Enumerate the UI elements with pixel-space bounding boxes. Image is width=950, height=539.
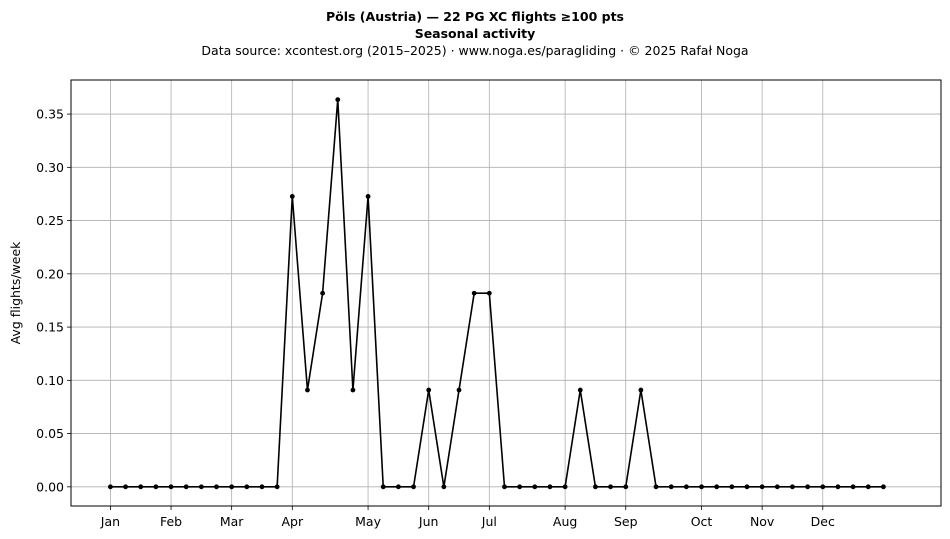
data-point xyxy=(805,484,811,490)
y-tick-label: 0.00 xyxy=(36,479,64,494)
data-point xyxy=(335,97,341,102)
plot-frame xyxy=(70,79,942,507)
data-point xyxy=(411,484,416,490)
chart-title: Pöls (Austria) — 22 PG XC flights ≥100 p… xyxy=(325,9,624,24)
x-tick-label: Aug xyxy=(553,514,577,529)
data-point xyxy=(183,484,189,490)
y-tick-label: 0.30 xyxy=(36,160,64,175)
y-tick-label: 0.35 xyxy=(36,107,64,122)
data-point xyxy=(198,484,204,490)
data-point xyxy=(229,484,235,490)
data-point xyxy=(653,484,659,490)
data-point xyxy=(456,387,462,393)
x-tick-label: Nov xyxy=(750,514,775,529)
data-point xyxy=(577,387,583,393)
data-point xyxy=(274,484,280,490)
data-point xyxy=(320,290,326,296)
data-point xyxy=(865,484,871,490)
chart-source-note: Data source: xcontest.org (2015–2025) · … xyxy=(201,43,749,58)
x-tick-label: Jul xyxy=(481,514,497,529)
x-tick-label: Apr xyxy=(281,514,303,529)
x-tick-label: Oct xyxy=(691,514,713,529)
data-point xyxy=(729,484,735,490)
x-tick-label: Dec xyxy=(811,514,835,529)
data-point xyxy=(441,484,447,490)
data-point xyxy=(471,290,477,296)
series-line xyxy=(110,98,884,488)
data-point xyxy=(289,194,295,199)
data-point xyxy=(759,484,765,490)
data-point xyxy=(426,387,432,393)
data-point xyxy=(153,484,159,490)
axes: Jan Feb Mar Apr May Jun Jul Aug Sep Oct Nov Dec 0.00… xyxy=(36,107,835,529)
data-point xyxy=(881,484,886,490)
x-tick-label: May xyxy=(355,514,381,529)
data-point xyxy=(395,484,401,490)
x-tick-label: Sep xyxy=(614,514,638,529)
data-point xyxy=(820,484,826,490)
x-tick-label: Jan xyxy=(100,514,120,529)
data-point xyxy=(532,484,538,490)
data-point xyxy=(790,484,795,490)
data-point xyxy=(259,484,265,490)
data-point xyxy=(835,484,841,490)
data-point xyxy=(350,387,356,393)
data-point xyxy=(517,484,523,490)
data-point xyxy=(123,484,128,490)
y-tick-label: 0.05 xyxy=(36,426,64,441)
y-tick-label: 0.25 xyxy=(36,213,64,228)
data-point xyxy=(305,387,310,393)
data-point xyxy=(850,484,856,490)
data-point xyxy=(486,290,492,296)
data-point xyxy=(108,484,113,490)
x-tick-label: Jun xyxy=(418,514,439,529)
series-layer xyxy=(108,97,886,490)
y-tick-label: 0.15 xyxy=(36,320,64,335)
data-point xyxy=(168,484,174,490)
data-point xyxy=(774,484,780,490)
data-point xyxy=(608,484,613,490)
data-point xyxy=(562,484,568,490)
data-point xyxy=(138,484,144,490)
data-point xyxy=(714,484,720,490)
data-point xyxy=(668,484,674,490)
chart-subtitle: Seasonal activity xyxy=(414,26,536,41)
data-point xyxy=(214,484,219,490)
data-point xyxy=(380,484,386,490)
y-tick-label: 0.20 xyxy=(36,266,64,281)
data-point xyxy=(683,484,689,490)
data-point xyxy=(547,484,553,490)
data-point xyxy=(638,387,644,393)
data-point xyxy=(365,194,371,199)
data-point xyxy=(623,484,629,490)
y-tick-label: 0.10 xyxy=(36,373,64,388)
x-tick-label: Feb xyxy=(160,514,182,529)
data-point xyxy=(744,484,750,490)
data-point xyxy=(502,484,507,490)
data-point xyxy=(699,484,704,490)
chart-titles: Pöls (Austria) — 22 PG XC flights ≥100 p… xyxy=(0,8,950,60)
x-tick-label: Mar xyxy=(220,514,244,529)
y-axis-label: Avg flights/week xyxy=(8,241,23,345)
grid xyxy=(71,80,941,506)
data-point xyxy=(593,484,598,490)
data-point xyxy=(244,484,250,490)
